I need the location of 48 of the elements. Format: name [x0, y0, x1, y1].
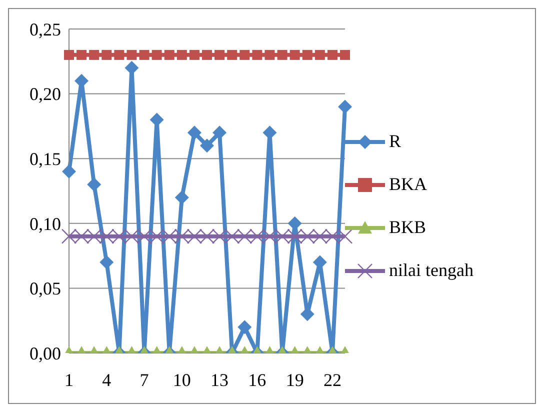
x-tick-label: 19 [286, 370, 304, 390]
point [202, 50, 212, 60]
y-tick-label: 0,00 [30, 343, 61, 364]
y-tick-label: 0,25 [30, 19, 61, 40]
point [227, 50, 238, 60]
y-tick-label: 0,10 [30, 214, 61, 234]
y-tick-label: 0,15 [30, 148, 61, 169]
point [290, 50, 300, 60]
y-tick-label: 0,20 [30, 84, 61, 104]
point [189, 50, 200, 60]
point [150, 112, 164, 127]
point [314, 50, 325, 60]
point [176, 50, 187, 60]
x-tick-label: 4 [102, 370, 112, 390]
point [327, 50, 338, 60]
point [338, 100, 352, 114]
x-tick-label: 22 [323, 370, 342, 390]
legend-label: nilai tengah [389, 260, 474, 281]
point [277, 50, 288, 60]
point [64, 50, 74, 60]
point [76, 50, 87, 60]
point [264, 50, 275, 60]
point [200, 138, 214, 153]
point [124, 60, 139, 75]
point [89, 50, 100, 60]
x-tick-label: 1 [64, 370, 74, 390]
x-tick-label: 13 [210, 370, 229, 390]
y-tick-label: 0,05 [30, 278, 61, 299]
point [302, 50, 312, 60]
point [126, 50, 137, 60]
point [214, 50, 225, 60]
point [152, 50, 162, 60]
point [102, 50, 112, 60]
point [174, 190, 189, 204]
x-tick-label: 16 [248, 370, 266, 390]
point [114, 50, 124, 60]
legend-label: BKA [389, 174, 428, 195]
x-tick-label: 7 [140, 370, 149, 390]
point [212, 126, 227, 140]
point [240, 50, 250, 60]
point [164, 50, 174, 60]
point [252, 50, 262, 60]
legend-label: R [389, 131, 402, 152]
x-tick-label: 10 [172, 370, 191, 390]
point [187, 126, 202, 140]
point [139, 50, 150, 60]
point [340, 50, 350, 60]
legend-label: BKB [389, 217, 426, 238]
